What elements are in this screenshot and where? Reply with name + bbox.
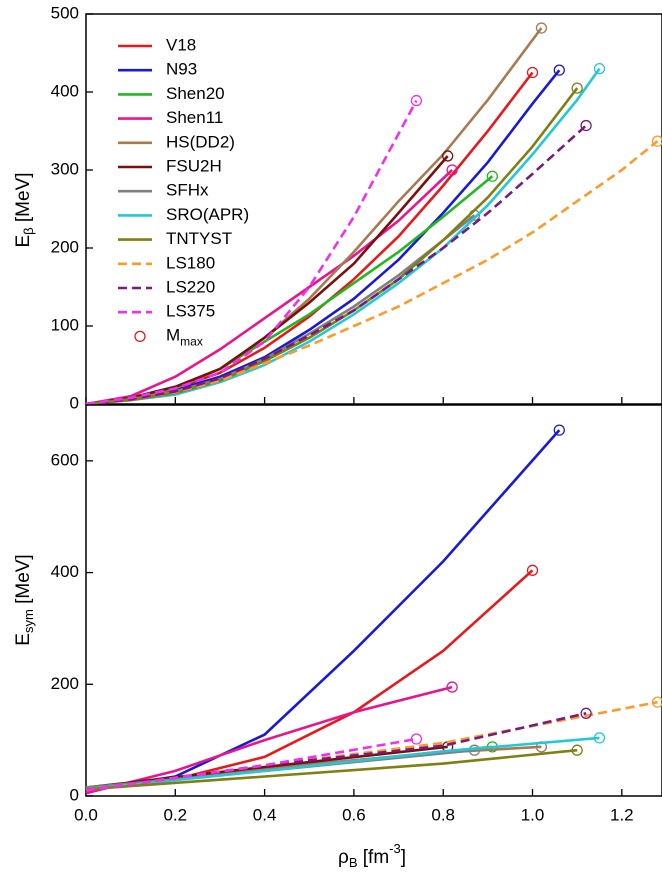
legend-label: FSU2H: [166, 156, 222, 175]
x-tick-label: 0.8: [431, 805, 455, 824]
x-tick-label: 0.0: [74, 805, 98, 824]
y-tick-label: 100: [51, 315, 79, 334]
y-tick-label: 0: [70, 785, 79, 804]
max-marker: [580, 119, 592, 132]
legend-label: LS180: [166, 253, 215, 272]
line-series: [85, 87, 579, 406]
y-axis-label: Eβ [MeV]: [13, 172, 36, 247]
legend-label: V18: [166, 35, 196, 54]
legend-label: N93: [166, 60, 197, 79]
max-marker: [553, 64, 565, 76]
legend-label: SFHx: [166, 181, 209, 200]
line-series: [85, 169, 453, 406]
max-marker: [593, 62, 606, 75]
legend-label: TNTYST: [166, 229, 232, 248]
line-series: [85, 67, 601, 406]
line-series: [85, 124, 587, 406]
legend-label-sub: max: [180, 335, 203, 349]
max-marker: [442, 150, 454, 162]
line-series: [85, 214, 476, 406]
plot-frame: [85, 13, 662, 405]
max-marker: [571, 744, 583, 756]
x-tick-label: 1.2: [610, 805, 634, 824]
line-series: [85, 737, 417, 792]
line-series: [85, 748, 578, 791]
legend-label: HS(DD2): [166, 132, 235, 151]
y-tick-label: 300: [51, 159, 79, 178]
legend-label: Shen11: [166, 108, 223, 127]
legend-label: Mmax: [166, 326, 203, 349]
max-marker: [446, 164, 458, 176]
max-marker: [526, 66, 539, 79]
max-marker: [593, 732, 606, 744]
line-series: [85, 99, 418, 406]
x-tick-label: 0.2: [163, 805, 187, 824]
x-tick-label: 1.0: [521, 805, 545, 824]
line-series: [85, 685, 453, 795]
y-tick-label: 400: [51, 562, 79, 581]
max-marker: [651, 135, 662, 147]
plot-frame: [85, 404, 662, 797]
y-tick-label: 600: [51, 450, 79, 469]
legend-label: Shen20: [166, 84, 225, 103]
line-series: [85, 736, 600, 791]
max-marker: [571, 82, 583, 94]
x-tick-label: 0.6: [342, 805, 366, 824]
y-tick-label: 200: [51, 674, 79, 693]
max-marker: [651, 696, 662, 708]
max-marker: [553, 424, 565, 436]
line-series: [85, 71, 534, 406]
max-marker: [526, 564, 539, 576]
legend-label-main: M: [166, 326, 180, 345]
legend-marker: [134, 330, 146, 343]
max-marker: [580, 707, 592, 719]
max-marker: [535, 22, 548, 34]
y-axis-label: Esym [MeV]: [13, 554, 36, 645]
y-tick-label: 500: [51, 3, 79, 22]
y-tick-label: 400: [51, 81, 79, 100]
y-tick-label: 200: [51, 237, 79, 256]
max-marker: [410, 94, 423, 107]
legend-label: SRO(APR): [166, 205, 249, 224]
max-marker: [446, 681, 458, 693]
line-series: [85, 69, 561, 406]
x-axis-label: ρB [fm-3]: [338, 841, 406, 870]
x-tick-label: 0.4: [253, 805, 277, 824]
max-marker: [486, 170, 498, 182]
legend-label: LS220: [166, 277, 215, 296]
y-tick-label: 0: [70, 393, 79, 412]
legend-label: LS375: [166, 302, 215, 321]
max-marker: [410, 733, 423, 745]
